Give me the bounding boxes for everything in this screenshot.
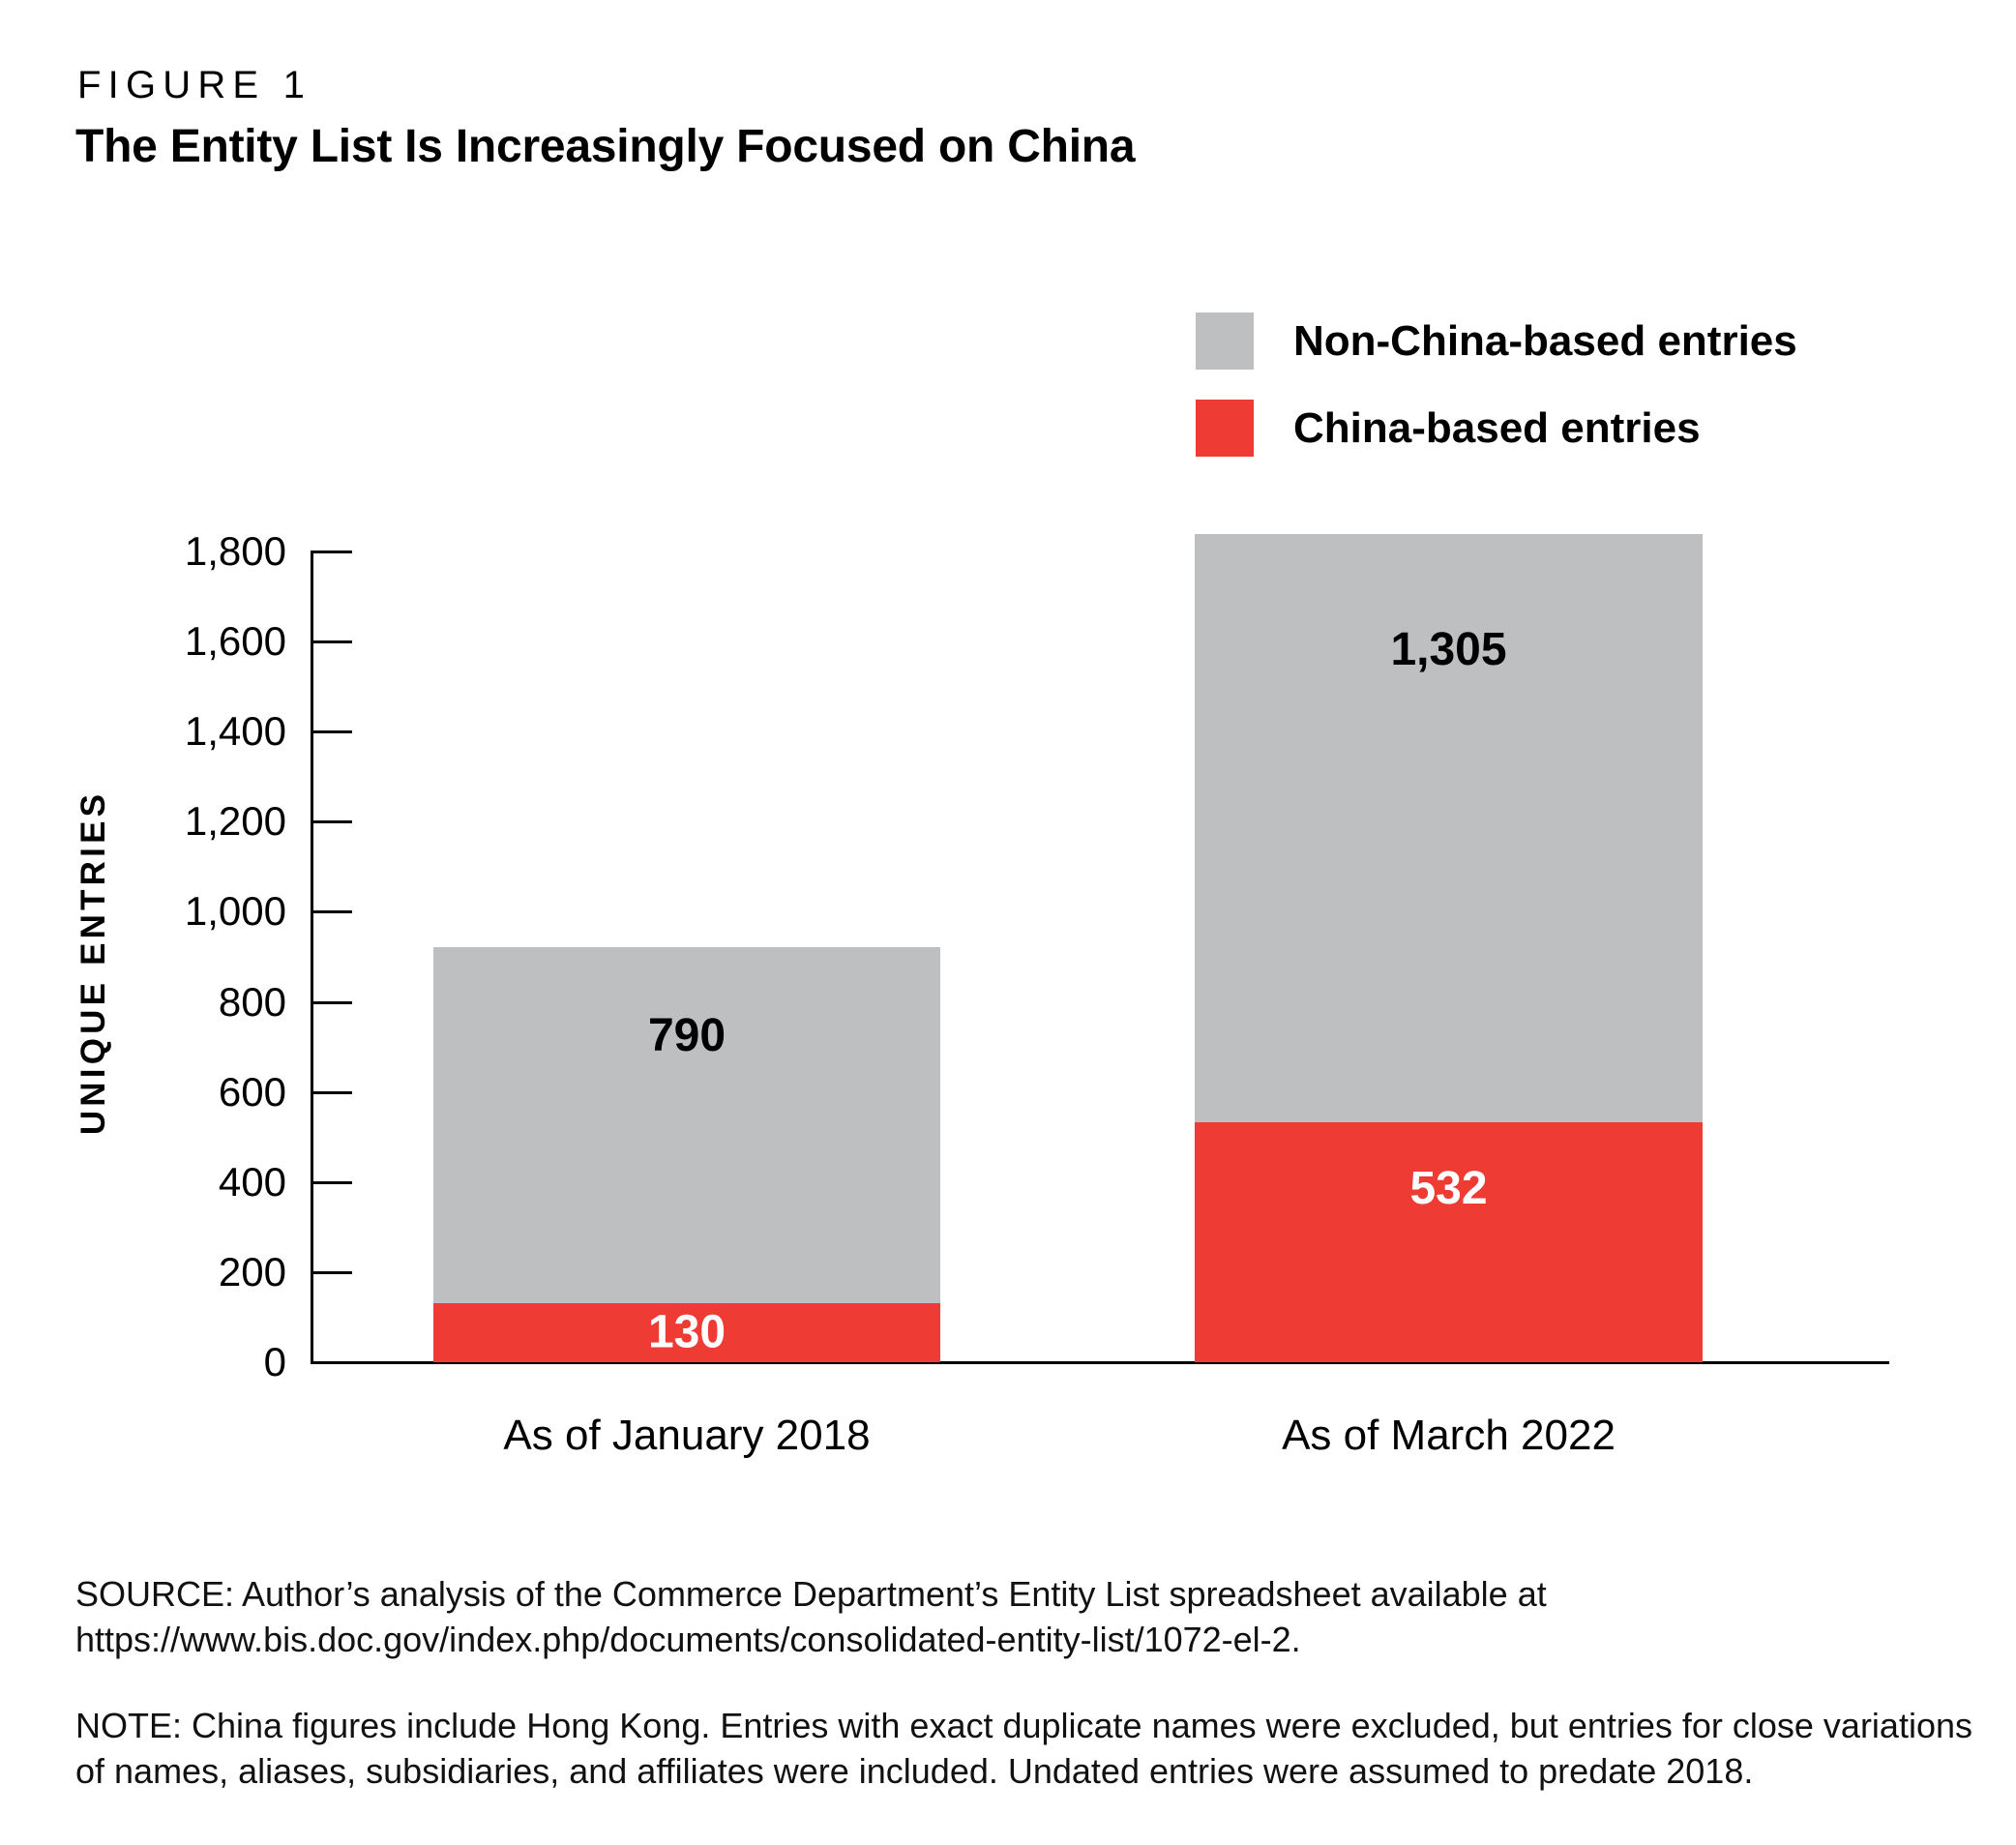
note-line: NOTE: China figures include Hong Kong. E… [75,1706,1972,1745]
source-line: SOURCE: Author’s analysis of the Commerc… [75,1574,1547,1614]
y-tick-label: 200 [218,1249,286,1294]
bar-value-label: 532 [1409,1163,1488,1214]
x-tick-label-2022: As of March 2022 [1282,1412,1616,1459]
bar-value-label: 1,305 [1390,624,1507,675]
methodology-note: NOTE: China figures include Hong Kong. E… [75,1703,1972,1794]
y-tick-label: 1,200 [184,798,286,844]
y-tick-label: 1,000 [184,888,286,934]
bar-value-label: 790 [647,1010,726,1061]
y-axis-tick [313,730,352,733]
y-tick-label: 0 [263,1339,286,1384]
chart-legend: Non-China-based entries China-based entr… [1196,312,1797,487]
y-tick-label: 800 [218,979,286,1025]
legend-label: Non-China-based entries [1293,316,1797,365]
y-tick-label: 1,400 [184,708,286,754]
bar-segment-china-2018: 130 [433,1303,940,1362]
figure-title: The Entity List Is Increasingly Focused … [75,121,1136,172]
legend-swatch-red [1196,400,1254,457]
x-tick-label-2018: As of January 2018 [503,1412,871,1459]
y-axis-tick [313,1181,352,1184]
y-axis-tick [313,1271,352,1274]
y-tick-label: 600 [218,1069,286,1115]
source-url: https://www.bis.doc.gov/index.php/docume… [75,1620,1301,1659]
y-axis-tick [313,910,352,913]
y-tick-label: 400 [218,1159,286,1205]
figure-number-label: FIGURE 1 [77,64,312,106]
y-tick-label: 1,600 [184,618,286,664]
note-line: of names, aliases, subsidiaries, and aff… [75,1751,1754,1791]
y-axis-tick [313,551,352,553]
bar-segment-china-2022: 532 [1195,1122,1703,1362]
y-axis-tick [313,1001,352,1004]
y-axis-line [311,551,313,1364]
y-axis-tick [313,1091,352,1094]
x-axis-line [311,1361,1889,1364]
bar-segment-non-china-2022: 1,305 [1195,534,1703,1122]
bar-value-label: 130 [647,1306,726,1358]
legend-item-china: China-based entries [1196,400,1797,457]
source-note: SOURCE: Author’s analysis of the Commerc… [75,1571,1547,1662]
legend-label: China-based entries [1293,403,1701,452]
legend-swatch-gray [1196,312,1254,370]
legend-item-non-china: Non-China-based entries [1196,312,1797,370]
y-axis-tick [313,820,352,823]
bar-segment-non-china-2018: 790 [433,947,940,1303]
y-tick-label: 1,800 [184,528,286,574]
y-axis-tick [313,640,352,643]
